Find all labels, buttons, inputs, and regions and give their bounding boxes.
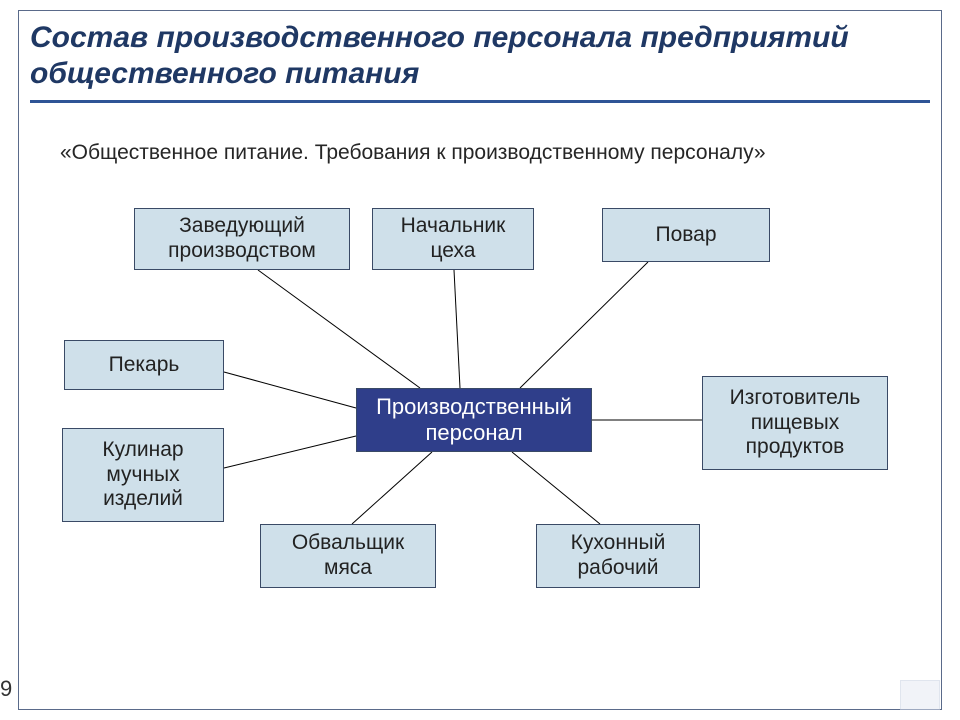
title-underline: [30, 100, 930, 103]
node-n7: Обвальщик мяса: [260, 524, 436, 588]
node-n3: Повар: [602, 208, 770, 262]
center-node: Производственный персонал: [356, 388, 592, 452]
node-n6: Изготовитель пищевых продуктов: [702, 376, 888, 470]
node-n4: Пекарь: [64, 340, 224, 390]
page-number: 9: [0, 676, 12, 702]
node-n2: Начальник цеха: [372, 208, 534, 270]
page-title: Состав производственного персонала предп…: [30, 20, 930, 92]
node-n5: Кулинар мучных изделий: [62, 428, 224, 522]
node-n1: Заведующий производством: [134, 208, 350, 270]
logo-icon: [900, 680, 940, 710]
node-n8: Кухонный рабочий: [536, 524, 700, 588]
page-subtitle: «Общественное питание. Требования к прои…: [60, 140, 880, 166]
